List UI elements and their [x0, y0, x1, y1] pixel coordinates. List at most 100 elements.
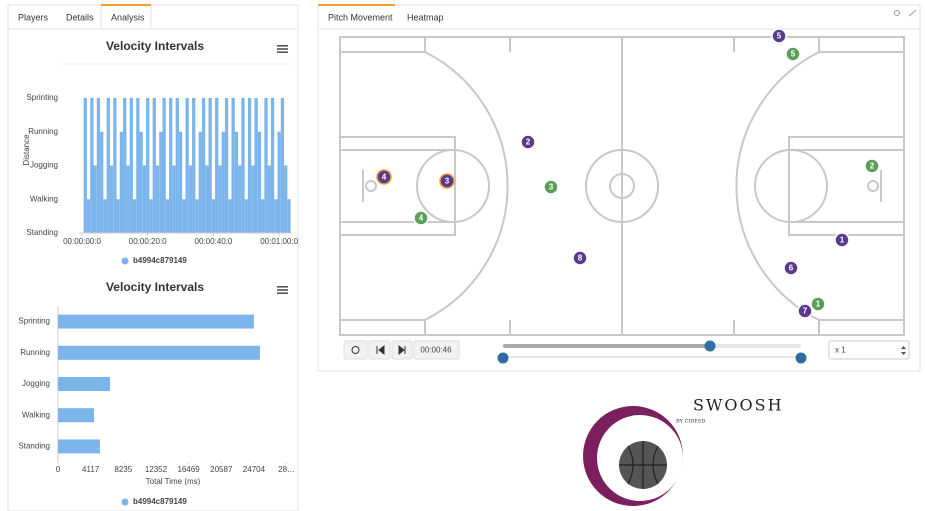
tab[interactable]: Players — [18, 12, 49, 22]
x-tick-label: 12352 — [145, 465, 168, 474]
speed-select[interactable] — [828, 340, 910, 360]
x-tick-label: 4117 — [82, 465, 100, 474]
bar — [58, 345, 260, 360]
player-marker[interactable] — [785, 46, 801, 62]
y-tick-label: Sprinting — [18, 317, 50, 326]
x-tick-label: 8235 — [114, 465, 132, 474]
record-button[interactable] — [343, 340, 368, 360]
progress-fill — [503, 344, 710, 348]
interval-bar — [96, 98, 101, 233]
player-marker[interactable] — [834, 232, 850, 248]
settings-icon[interactable] — [894, 10, 900, 16]
forward-icon — [398, 344, 406, 356]
legend-label[interactable]: b4994c879149 — [133, 497, 187, 506]
interval-bar — [231, 98, 235, 233]
legend-swatch[interactable] — [121, 498, 129, 506]
player-marker[interactable] — [572, 250, 588, 266]
left-panel — [7, 4, 299, 511]
y-tick-label: Sprinting — [26, 93, 58, 102]
tab[interactable]: Pitch Movement — [328, 12, 393, 22]
interval-bar — [185, 98, 189, 233]
interval-bar — [238, 165, 242, 233]
y-tick-label: Running — [20, 348, 50, 357]
player-marker[interactable] — [771, 28, 787, 44]
speed-value: x 1 — [835, 346, 846, 355]
bar — [58, 314, 254, 329]
interval-bar — [139, 131, 143, 233]
x-tick-label: 00:00:20:0 — [129, 237, 167, 246]
interval-bar — [90, 98, 94, 233]
x-axis-title: Total Time (ms) — [146, 477, 201, 486]
progress-handle[interactable] — [704, 340, 716, 352]
interval-bar — [113, 98, 117, 233]
player-marker[interactable] — [439, 173, 455, 189]
player-marker[interactable] — [520, 134, 536, 150]
interval-bar — [159, 131, 163, 233]
interval-bar — [162, 98, 166, 233]
interval-bar — [129, 98, 133, 233]
player-label: 3 — [549, 183, 554, 192]
y-tick-label: Jogging — [22, 379, 50, 388]
interval-bar — [123, 98, 127, 233]
y-tick-label: Standing — [26, 228, 58, 237]
player-marker[interactable] — [797, 303, 813, 319]
chart-title: Velocity Intervals — [106, 39, 204, 53]
interval-bar — [165, 199, 170, 233]
tab[interactable]: Details — [66, 12, 94, 22]
x-tick-label: 16469 — [177, 465, 200, 474]
player-label: 3 — [445, 177, 450, 186]
x-tick-label: 00:00:40:0 — [195, 237, 233, 246]
court — [339, 36, 905, 336]
interval-bar — [224, 98, 229, 233]
y-tick-label: Walking — [22, 410, 50, 419]
tab[interactable]: Heatmap — [407, 12, 444, 22]
legend-swatch[interactable] — [121, 257, 129, 265]
chart-title: Velocity Intervals — [106, 280, 204, 294]
select-arrows — [901, 346, 906, 355]
player-label: 1 — [840, 236, 845, 245]
range-handle[interactable] — [795, 352, 807, 364]
interval-bar — [241, 98, 245, 233]
interval-bar — [247, 98, 252, 233]
interval-bar — [126, 165, 130, 233]
interval-bar — [146, 98, 150, 233]
interval-bar — [218, 165, 222, 233]
player-marker[interactable] — [413, 210, 429, 226]
player-marker[interactable] — [543, 179, 559, 195]
interval-bar — [106, 98, 110, 233]
player-marker[interactable] — [783, 260, 799, 276]
player-label: 5 — [791, 50, 796, 59]
interval-bar — [280, 98, 285, 233]
expand-icon[interactable] — [908, 9, 917, 17]
interval-bar — [86, 199, 91, 233]
x-tick-label: 24704 — [243, 465, 266, 474]
menu-icon[interactable] — [277, 45, 288, 53]
player-label: 1 — [816, 300, 821, 309]
tab[interactable]: Analysis — [111, 12, 145, 22]
player-marker[interactable] — [810, 296, 826, 312]
x-tick-label: 0 — [56, 465, 61, 474]
player-label: 7 — [803, 307, 808, 316]
player-label: 6 — [789, 264, 794, 273]
interval-bar — [116, 199, 120, 233]
interval-bar — [192, 98, 196, 233]
interval-bar — [201, 98, 206, 233]
interval-bar — [205, 165, 209, 233]
interval-bar — [277, 131, 281, 233]
menu-icon[interactable] — [277, 286, 288, 294]
y-tick-label: Jogging — [30, 161, 58, 170]
player-marker[interactable] — [864, 158, 880, 174]
interval-bar — [103, 199, 107, 233]
interval-bar — [149, 199, 153, 233]
interval-bar — [244, 199, 248, 233]
interval-bar — [172, 165, 176, 233]
time-display: 00:00:46 — [420, 346, 452, 355]
interval-bar — [136, 98, 140, 233]
interval-bar — [251, 165, 255, 233]
interval-bar — [261, 199, 265, 233]
interval-bar — [109, 165, 114, 233]
legend-label[interactable]: b4994c879149 — [133, 256, 187, 265]
range-handle[interactable] — [497, 352, 509, 364]
interval-bar — [188, 165, 193, 233]
player-marker[interactable] — [376, 169, 392, 185]
